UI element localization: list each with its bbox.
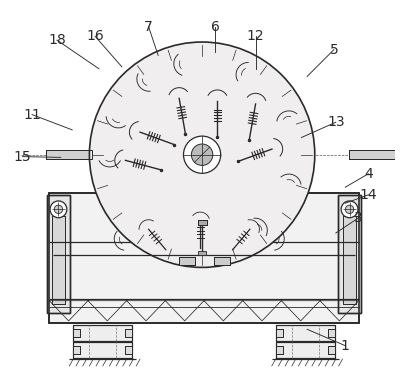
- Bar: [49, 193, 359, 323]
- Bar: [73, 346, 80, 354]
- Circle shape: [341, 201, 358, 218]
- Bar: [198, 251, 206, 255]
- Bar: [276, 342, 335, 358]
- Bar: [73, 342, 132, 358]
- Text: 7: 7: [144, 20, 153, 34]
- Text: 14: 14: [359, 188, 377, 202]
- Bar: [328, 329, 335, 337]
- Bar: [46, 150, 92, 159]
- Bar: [276, 329, 282, 337]
- Text: 3: 3: [354, 211, 363, 225]
- Bar: [73, 325, 132, 341]
- Text: 13: 13: [327, 115, 345, 129]
- Bar: [343, 216, 356, 304]
- Text: 1: 1: [341, 339, 350, 353]
- Bar: [126, 346, 132, 354]
- Bar: [52, 216, 65, 304]
- Bar: [328, 346, 335, 354]
- Text: 6: 6: [211, 20, 220, 34]
- Text: 16: 16: [86, 29, 104, 43]
- Bar: [213, 257, 230, 265]
- Bar: [349, 150, 395, 159]
- Circle shape: [345, 205, 354, 214]
- Bar: [73, 346, 80, 354]
- Text: 12: 12: [247, 29, 264, 43]
- Circle shape: [191, 144, 213, 165]
- Bar: [126, 329, 132, 337]
- Bar: [52, 216, 65, 304]
- Bar: [47, 195, 69, 313]
- Bar: [339, 195, 361, 313]
- Text: 5: 5: [330, 43, 338, 57]
- Bar: [73, 329, 80, 337]
- Circle shape: [89, 42, 315, 267]
- Bar: [197, 220, 207, 225]
- Bar: [276, 325, 335, 341]
- Bar: [197, 220, 207, 225]
- Bar: [47, 195, 69, 313]
- Bar: [73, 342, 132, 358]
- Text: 4: 4: [364, 167, 373, 181]
- Bar: [276, 346, 282, 354]
- Bar: [276, 346, 282, 354]
- Text: 18: 18: [48, 33, 66, 47]
- Circle shape: [50, 201, 67, 218]
- Circle shape: [54, 205, 63, 214]
- Bar: [46, 150, 92, 159]
- Circle shape: [184, 136, 221, 173]
- Bar: [73, 325, 132, 341]
- Bar: [328, 346, 335, 354]
- Bar: [328, 329, 335, 337]
- Bar: [126, 329, 132, 337]
- Bar: [179, 257, 195, 265]
- Bar: [343, 216, 356, 304]
- Bar: [349, 150, 395, 159]
- Bar: [49, 193, 359, 323]
- Text: 11: 11: [23, 108, 41, 121]
- Bar: [179, 257, 195, 265]
- Bar: [276, 342, 335, 358]
- Bar: [126, 346, 132, 354]
- Text: 15: 15: [14, 150, 31, 163]
- Bar: [276, 329, 282, 337]
- Bar: [213, 257, 230, 265]
- Bar: [339, 195, 361, 313]
- Bar: [276, 325, 335, 341]
- Bar: [73, 329, 80, 337]
